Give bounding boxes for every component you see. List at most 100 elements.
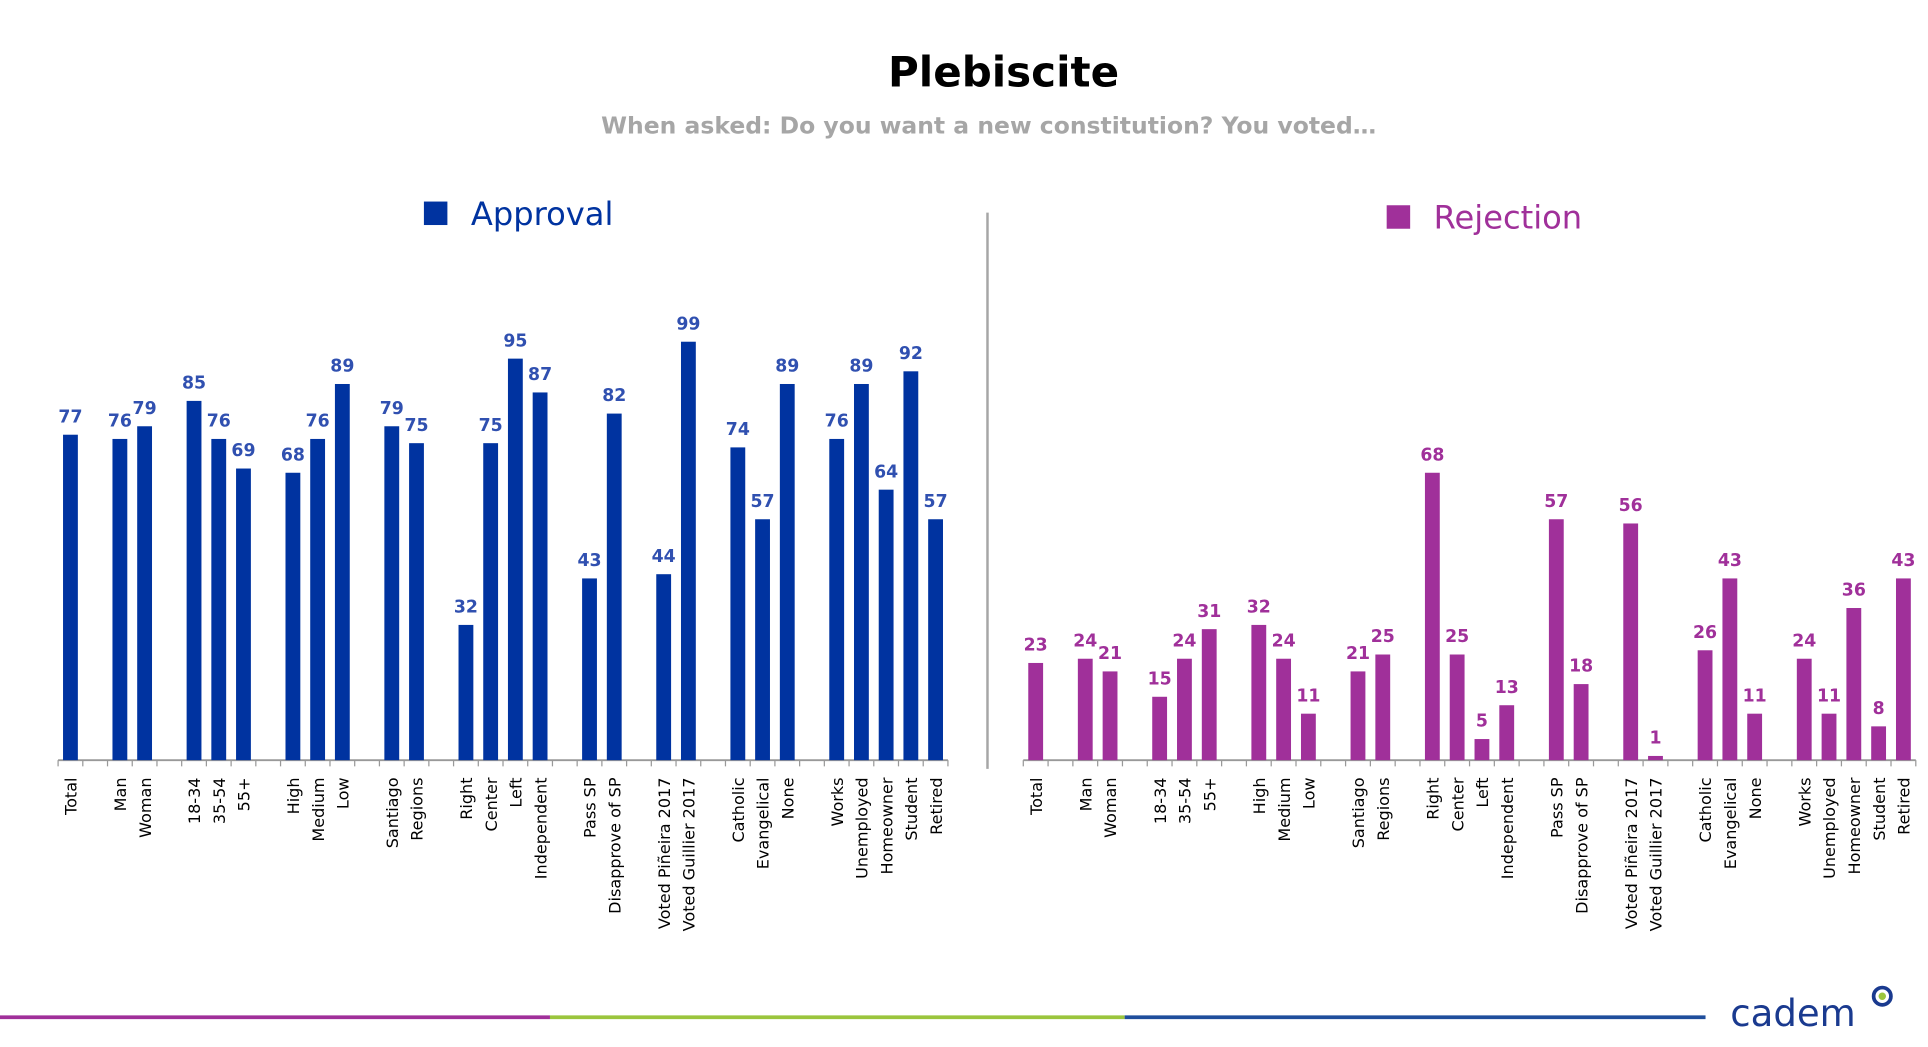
bar: [1747, 713, 1763, 761]
bar: [1871, 726, 1887, 761]
value-label: 76: [306, 412, 330, 432]
x-tick-label: Independent: [531, 777, 550, 879]
bar: [730, 447, 746, 761]
value-label: 8: [1873, 699, 1885, 719]
value-label: 32: [454, 598, 478, 618]
x-tick-label: Catholic: [1696, 777, 1715, 842]
legend-swatch: [1386, 205, 1411, 229]
x-tick-label: 55+: [235, 777, 254, 811]
bar: [236, 468, 251, 761]
value-label: 25: [1371, 627, 1395, 647]
x-tick-label: Man: [1076, 777, 1095, 811]
bar: [310, 438, 326, 761]
bar: [1201, 629, 1217, 761]
value-label: 5: [1476, 712, 1488, 732]
bar: [1821, 713, 1837, 761]
x-tick-label: Evangelical: [1721, 777, 1740, 869]
value-label: 25: [1445, 627, 1469, 647]
x-tick-label: Low: [1300, 777, 1319, 809]
x-tick-label: Santiago: [383, 777, 402, 848]
x-tick-label: Right: [1424, 777, 1443, 819]
value-label: 64: [874, 462, 898, 482]
value-label: 99: [676, 314, 700, 334]
x-tick-label: Center: [482, 777, 501, 831]
subtitle: When asked: Do you want a new constituti…: [601, 112, 1376, 140]
bar: [606, 413, 622, 761]
value-label: 74: [726, 420, 750, 440]
x-tick-label: Disapprove of SP: [605, 777, 624, 914]
value-label: 95: [503, 331, 527, 351]
bar: [1350, 671, 1366, 761]
x-tick-label: Voted Piñeira 2017: [655, 777, 674, 929]
x-tick-label: Right: [457, 777, 476, 819]
x-tick-label: Unemployed: [853, 777, 872, 878]
value-label: 24: [1792, 631, 1816, 651]
bar: [582, 578, 597, 761]
value-label: 1: [1649, 729, 1661, 749]
bar: [186, 400, 202, 761]
value-label: 89: [775, 357, 799, 377]
value-label: 15: [1148, 669, 1172, 689]
x-tick-label: Works: [1795, 777, 1814, 826]
value-label: 76: [207, 412, 231, 432]
value-label: 82: [602, 386, 626, 406]
value-label: 21: [1098, 644, 1122, 664]
value-label: 76: [108, 412, 132, 432]
title: Plebiscite: [888, 48, 1119, 97]
x-tick-label: Retired: [927, 777, 946, 834]
bar: [384, 426, 400, 761]
bar: [285, 472, 301, 761]
x-tick-label: Left: [1473, 777, 1492, 807]
logo-dot: [1878, 992, 1886, 1000]
bar: [1300, 713, 1316, 761]
bar: [656, 574, 672, 761]
value-label: 56: [1619, 496, 1643, 516]
value-label: 13: [1495, 678, 1519, 698]
bar: [409, 443, 424, 761]
bar: [334, 383, 350, 761]
x-tick-label: Voted Piñeira 2017: [1622, 777, 1641, 929]
bar: [1722, 578, 1738, 761]
bar: [1276, 658, 1292, 761]
x-tick-label: 18-34: [1151, 777, 1170, 824]
value-label: 75: [404, 416, 428, 436]
value-label: 87: [528, 365, 552, 385]
x-tick-label: Center: [1448, 777, 1467, 831]
x-tick-label: Medium: [1275, 777, 1294, 841]
value-label: 44: [652, 547, 676, 567]
value-label: 57: [924, 492, 948, 512]
x-tick-label: Pass SP: [1547, 777, 1566, 838]
bar: [458, 624, 474, 761]
legend-swatch: [423, 201, 448, 226]
x-tick-label: Low: [334, 777, 353, 809]
x-tick-label: Independent: [1498, 777, 1517, 879]
value-label: 11: [1817, 686, 1841, 706]
bar: [1697, 650, 1713, 761]
bar: [755, 519, 770, 761]
bar: [507, 358, 523, 761]
x-tick-label: Total: [62, 777, 81, 815]
value-label: 69: [231, 441, 255, 461]
value-label: 24: [1172, 631, 1196, 651]
bar: [1152, 696, 1168, 761]
logo: cadem: [1730, 992, 1856, 1035]
x-tick-label: Homeowner: [877, 777, 896, 874]
value-label: 89: [330, 357, 354, 377]
x-tick-label: 35-54: [1176, 777, 1195, 824]
bar: [211, 438, 227, 761]
bar: [137, 426, 153, 761]
bar: [1846, 608, 1862, 761]
value-label: 57: [1544, 492, 1568, 512]
bar: [1573, 684, 1589, 761]
bar: [1499, 705, 1515, 761]
x-tick-label: Student: [902, 777, 921, 840]
bar: [112, 438, 128, 761]
x-tick-label: Voted Guillier 2017: [680, 777, 699, 931]
value-label: 79: [380, 399, 404, 419]
x-tick-label: Catholic: [729, 777, 748, 842]
value-label: 68: [281, 445, 305, 465]
logo-dot: [1871, 985, 1893, 1007]
x-tick-label: Pass SP: [581, 777, 600, 838]
value-label: 24: [1073, 631, 1097, 651]
